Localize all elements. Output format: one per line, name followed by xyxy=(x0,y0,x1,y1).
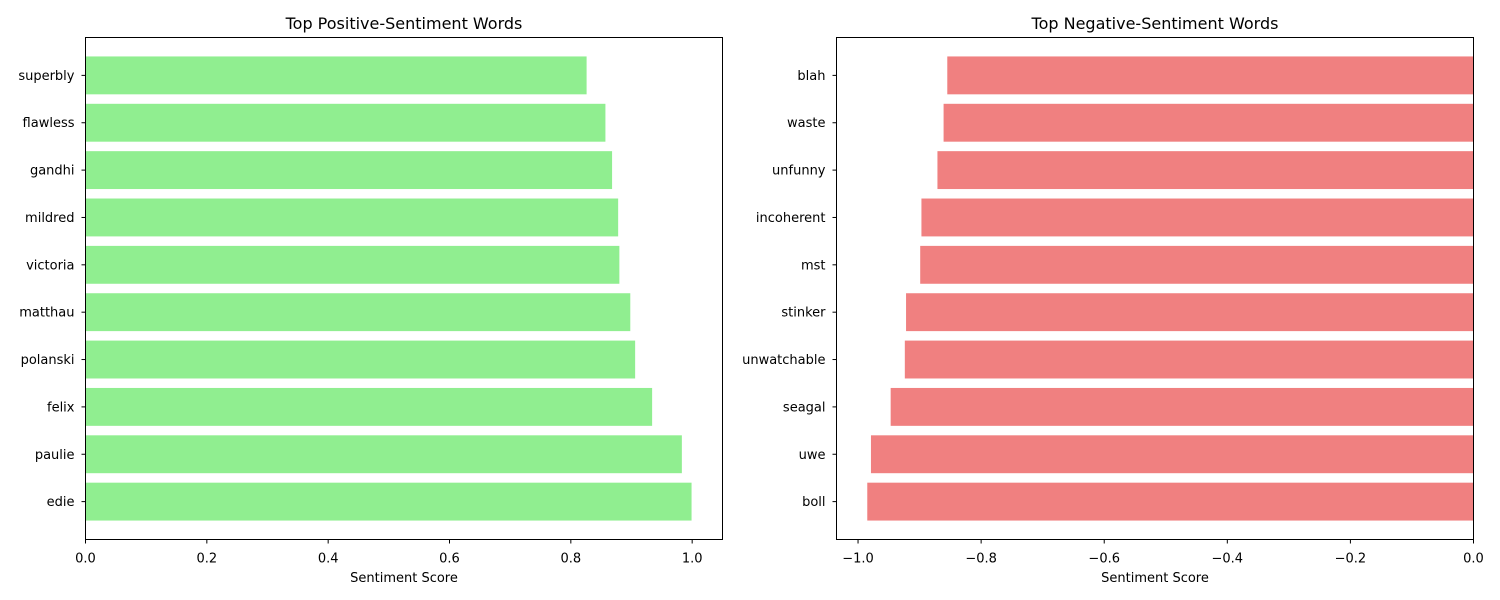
negative-x-tick-label: −1.0 xyxy=(842,552,874,567)
positive-bars xyxy=(85,56,692,521)
negative-y-tick-label: blah xyxy=(797,69,825,84)
positive-y-tick-label: paulie xyxy=(35,448,75,463)
negative-x-tick-label: −0.8 xyxy=(965,552,997,567)
negative-bar-uwe xyxy=(870,435,1474,474)
negative-y-tick-label: unwatchable xyxy=(742,353,825,368)
negative-bar-unwatchable xyxy=(904,340,1474,379)
positive-x-tick-label: 1.0 xyxy=(682,552,703,567)
positive-x-tick-label: 0.8 xyxy=(560,552,581,567)
negative-x-axis-label: Sentiment Score xyxy=(1101,571,1209,586)
negative-bar-unfunny xyxy=(937,151,1474,190)
negative-y-ticks: boll uwe seagal unwatchable stinker mst incohe… xyxy=(742,69,837,510)
negative-x-ticks: −1.0 −0.8 −0.6 −0.4 −0.2 0.0 xyxy=(842,539,1484,567)
positive-x-axis-label: Sentiment Score xyxy=(350,571,458,586)
negative-y-tick-label: mst xyxy=(801,258,826,273)
positive-y-tick-label: mildred xyxy=(25,211,74,226)
negative-bar-waste xyxy=(943,103,1474,142)
negative-x-tick-label: 0.0 xyxy=(1463,552,1484,567)
positive-bar-superbly xyxy=(85,56,587,95)
positive-bar-polanski xyxy=(85,340,636,379)
positive-y-tick-label: edie xyxy=(47,495,75,510)
negative-bar-stinker xyxy=(906,293,1474,332)
positive-bar-paulie xyxy=(85,435,682,474)
positive-y-tick-label: matthau xyxy=(19,306,74,321)
positive-y-tick-label: polanski xyxy=(21,353,75,368)
negative-x-tick-label: −0.6 xyxy=(1088,552,1120,567)
negative-sentiment-panel: Top Negative-Sentiment Words boll uwe seag… xyxy=(742,14,1484,586)
negative-bar-boll xyxy=(867,482,1474,521)
positive-plot-frame xyxy=(85,37,723,540)
positive-x-tick-label: 0.0 xyxy=(75,552,96,567)
negative-bars xyxy=(867,56,1474,521)
positive-x-ticks: 0.0 0.2 0.4 0.6 0.8 1.0 xyxy=(75,539,703,567)
negative-plot-frame xyxy=(836,37,1474,540)
negative-chart-title: Top Negative-Sentiment Words xyxy=(1031,14,1279,33)
positive-y-tick-label: gandhi xyxy=(30,164,75,179)
positive-x-tick-label: 0.4 xyxy=(318,552,339,567)
negative-y-tick-label: incoherent xyxy=(756,211,826,226)
positive-y-ticks: edie paulie felix polanski matthau victoria mi… xyxy=(18,69,86,510)
positive-sentiment-panel: Top Positive-Sentiment Words edie paulie f… xyxy=(18,14,723,586)
negative-y-tick-label: unfunny xyxy=(772,164,826,179)
negative-bar-mst xyxy=(920,245,1474,284)
positive-y-tick-label: felix xyxy=(47,400,75,415)
negative-y-tick-label: seagal xyxy=(783,400,826,415)
negative-bar-incoherent xyxy=(921,198,1474,237)
positive-bar-gandhi xyxy=(85,151,613,190)
positive-bar-flawless xyxy=(85,103,606,142)
negative-x-tick-label: −0.4 xyxy=(1212,552,1244,567)
positive-bar-matthau xyxy=(85,293,631,332)
negative-bar-blah xyxy=(947,56,1474,95)
positive-y-tick-label: superbly xyxy=(18,69,74,84)
negative-y-tick-label: waste xyxy=(787,116,825,131)
negative-y-tick-label: boll xyxy=(802,495,825,510)
positive-chart-title: Top Positive-Sentiment Words xyxy=(285,14,523,33)
positive-bar-mildred xyxy=(85,198,619,237)
positive-y-tick-label: flawless xyxy=(23,116,75,131)
negative-y-tick-label: uwe xyxy=(799,448,826,463)
positive-bar-edie xyxy=(85,482,692,521)
negative-bar-seagal xyxy=(890,387,1474,426)
negative-y-tick-label: stinker xyxy=(781,306,826,321)
positive-bar-felix xyxy=(85,387,653,426)
negative-x-tick-label: −0.2 xyxy=(1335,552,1367,567)
positive-y-tick-label: victoria xyxy=(26,258,74,273)
positive-x-tick-label: 0.2 xyxy=(196,552,217,567)
positive-x-tick-label: 0.6 xyxy=(439,552,460,567)
positive-bar-victoria xyxy=(85,245,620,284)
